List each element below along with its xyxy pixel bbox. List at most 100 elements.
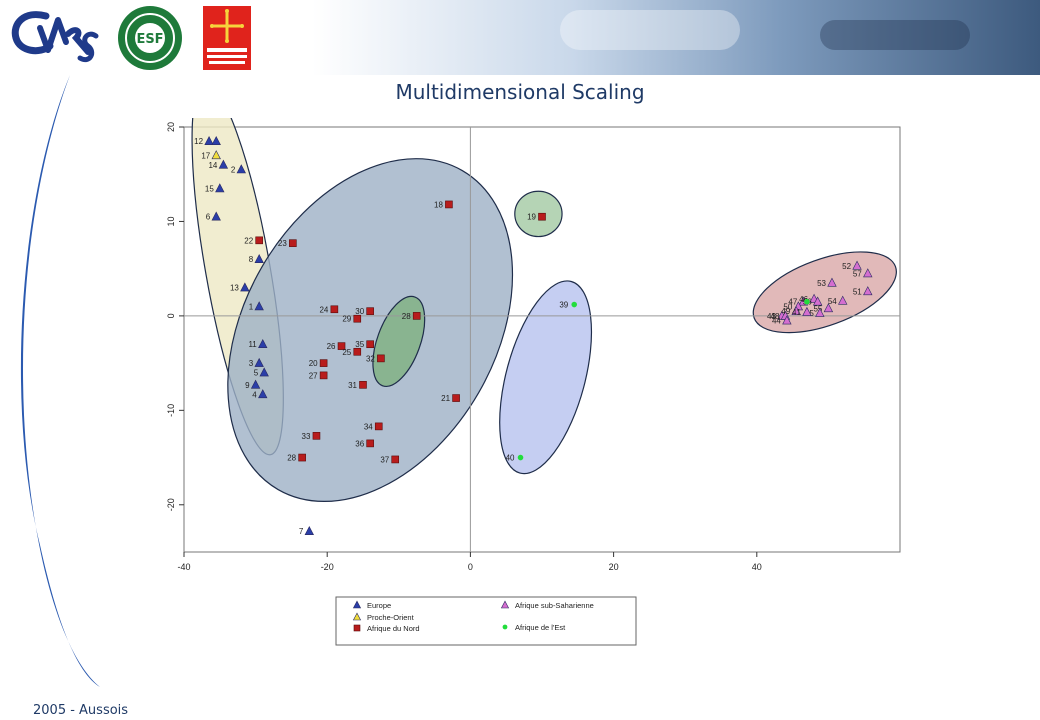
marker-square [353, 314, 362, 323]
marker-square [377, 354, 385, 363]
marker-triangle [254, 301, 264, 311]
point-label: 28 [287, 454, 296, 463]
point-label: 49 [781, 307, 790, 316]
point-label: 6 [206, 213, 211, 222]
marker-triangle [815, 307, 825, 317]
marker-triangle [352, 612, 362, 621]
marker-square [353, 347, 362, 356]
point-label: 4 [252, 390, 257, 399]
marker-triangle [258, 339, 268, 349]
point-label: 24 [319, 305, 328, 314]
point-label: 30 [355, 307, 364, 316]
point-label: 37 [380, 455, 389, 464]
cluster-ellipse [752, 251, 897, 334]
marker-square [452, 394, 460, 402]
marker-triangle [254, 357, 264, 367]
point-label: 21 [441, 394, 450, 403]
legend-label: Europe [367, 601, 391, 610]
legend: Europe Proche-Orient Afrique du Nord Afriqu… [335, 596, 637, 646]
marker-triangle [254, 254, 264, 264]
marker-square [412, 312, 421, 320]
point-label: 20 [309, 359, 318, 368]
x-tick-label: -20 [321, 562, 334, 572]
point-label: 41 [792, 308, 801, 317]
point-label: 9 [245, 381, 250, 390]
marker-triangle [215, 183, 225, 193]
marker-triangle [782, 315, 792, 325]
point-label: 22 [244, 236, 253, 245]
marker-triangle [211, 135, 221, 145]
marker-square [289, 239, 297, 247]
legend-label: Afrique sub-Saharienne [515, 601, 594, 610]
point-label: 52 [842, 262, 851, 271]
point-label: 26 [327, 342, 336, 351]
point-label: 40 [506, 454, 515, 463]
point-label: 31 [348, 381, 357, 390]
marker-square [330, 305, 339, 314]
banner-shade [560, 10, 740, 50]
point-label: 55 [813, 304, 822, 313]
legend-label: Afrique du Nord [367, 624, 420, 633]
marker-square [374, 422, 383, 431]
point-label: 14 [208, 161, 217, 170]
point-label: 34 [364, 422, 373, 431]
x-tick-label: 40 [752, 562, 762, 572]
marker-triangle [240, 282, 250, 292]
point-label: 29 [342, 315, 351, 324]
point-label: 15 [205, 184, 214, 193]
marker-triangle [211, 150, 221, 160]
y-tick-label: -20 [166, 498, 176, 511]
marker-triangle [791, 305, 801, 315]
marker-square [366, 439, 374, 448]
banner-shade [820, 20, 970, 50]
cluster-ellipse [227, 158, 514, 503]
point-label: 25 [342, 348, 351, 357]
marker-triangle [863, 268, 873, 278]
marker-square [255, 236, 263, 245]
marker-square [312, 432, 321, 440]
point-label: 27 [309, 371, 318, 380]
marker-triangle [852, 260, 862, 270]
point-label: 5 [254, 369, 259, 378]
point-label: 28 [402, 312, 411, 321]
point-label: 43 [767, 312, 776, 321]
point-label: 23 [278, 239, 287, 248]
marker-triangle [250, 379, 261, 389]
marker-triangle [211, 211, 221, 221]
marker-triangle [258, 389, 268, 399]
marker-triangle [218, 159, 229, 169]
point-label: 54 [828, 297, 837, 306]
y-tick-label: 20 [166, 122, 176, 132]
point-label: 33 [302, 432, 311, 441]
marker-square [445, 200, 453, 209]
cluster-ellipse [499, 280, 593, 475]
point-label: 53 [817, 279, 826, 288]
marker-triangle [304, 526, 314, 536]
marker-triangle [863, 286, 873, 296]
marker-triangle [802, 306, 812, 316]
header-banner: ESF [0, 0, 1040, 75]
point-label: 36 [355, 439, 364, 448]
y-tick-label: -10 [166, 404, 176, 417]
marker-square [353, 624, 361, 632]
point-label: 39 [559, 301, 568, 310]
marker-circle [517, 454, 524, 461]
x-tick-label: -40 [177, 562, 190, 572]
point-label: 51 [853, 287, 862, 296]
marker-circle [502, 624, 508, 630]
legend-box [335, 596, 637, 646]
marker-square [319, 371, 328, 380]
point-label: 48 [771, 312, 780, 321]
slide-title: Multidimensional Scaling [395, 80, 645, 104]
point-label: 17 [201, 151, 210, 160]
marker-square [337, 342, 346, 350]
point-label: 50 [783, 302, 792, 311]
point-label: 44 [772, 317, 781, 326]
marker-triangle [827, 277, 837, 287]
marker-square [319, 359, 328, 367]
point-label: 7 [299, 527, 304, 536]
legend-label: Afrique de l'Est [515, 623, 566, 632]
y-tick-label: 10 [166, 216, 176, 226]
